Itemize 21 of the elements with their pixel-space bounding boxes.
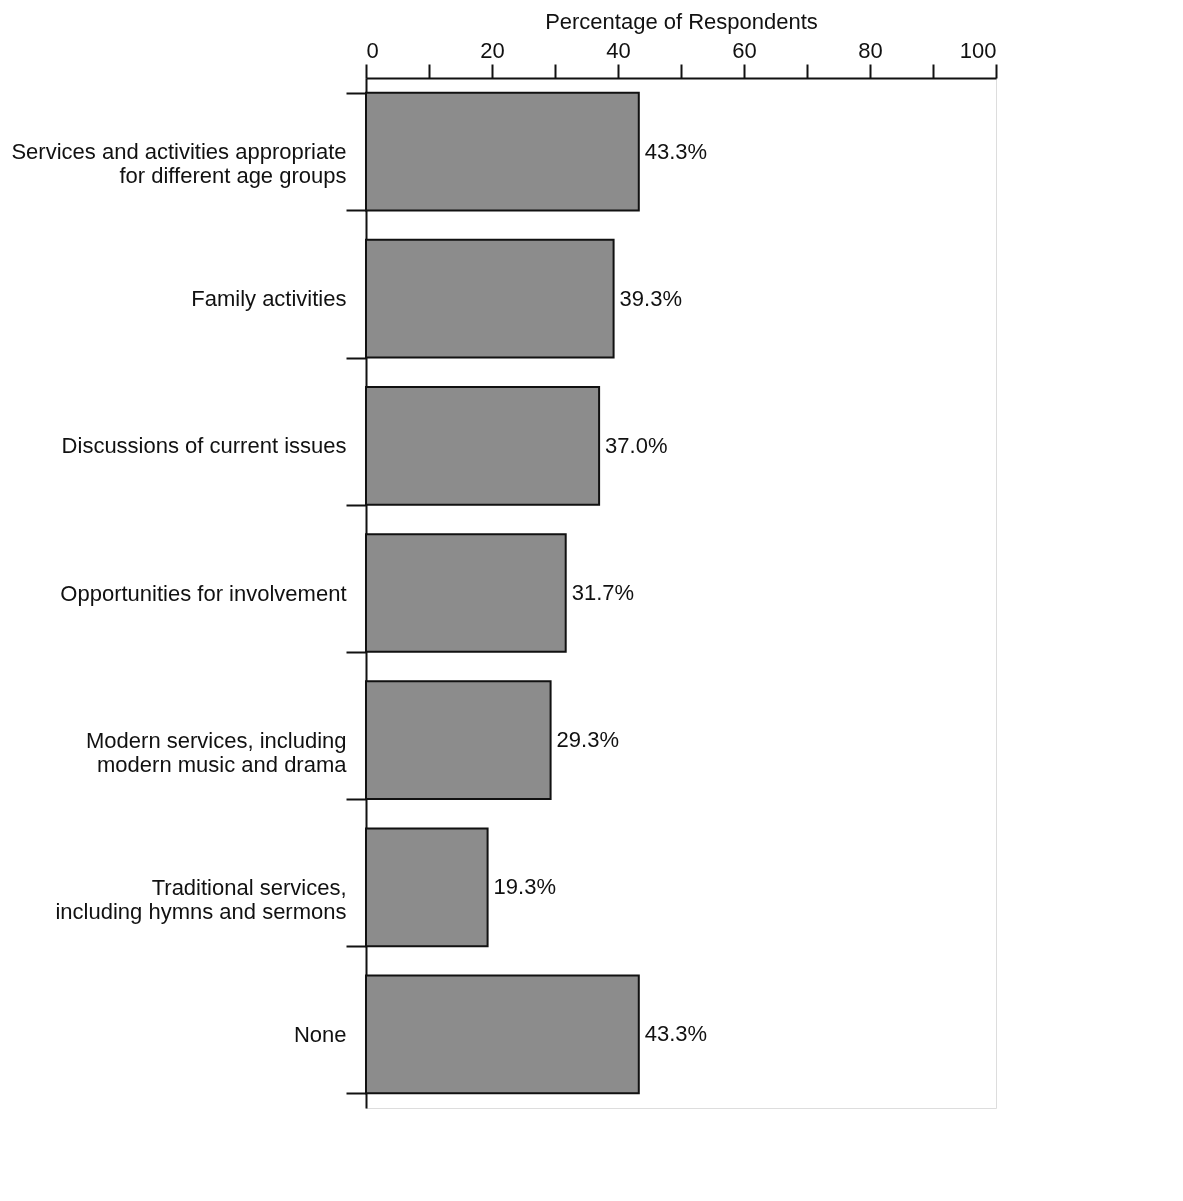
y-tick-label: Family activities — [191, 286, 347, 312]
x-tick-label: 60 — [732, 37, 757, 63]
x-tick-label: 0 — [366, 37, 379, 63]
x-tick-label: 40 — [606, 37, 631, 63]
data-label: 29.3% — [556, 727, 619, 753]
y-tick-label: None — [293, 1021, 347, 1047]
data-label: 43.3% — [644, 1021, 708, 1047]
x-tick-label: 80 — [858, 37, 883, 63]
data-label: 31.7% — [571, 580, 635, 605]
data-label: 39.3% — [619, 285, 682, 311]
x-tick-label: 100 — [959, 37, 997, 63]
data-label: 37.0% — [605, 432, 668, 458]
y-tick-label: Discussions of current issues — [61, 433, 347, 459]
x-axis-title: Percentage of Respondents — [545, 8, 818, 34]
data-label: 19.3% — [493, 874, 556, 900]
x-tick-label: 20 — [480, 37, 505, 63]
y-tick-label: Services and activities appropriate for different age groups — [11, 139, 347, 189]
y-tick-label: Opportunities for involvement — [60, 580, 347, 606]
y-tick-label: Modern services, including modern music and drama — [86, 727, 348, 777]
y-tick-label: Traditional services, including hymns and sermons — [55, 874, 347, 924]
data-label: 43.3% — [644, 138, 708, 164]
